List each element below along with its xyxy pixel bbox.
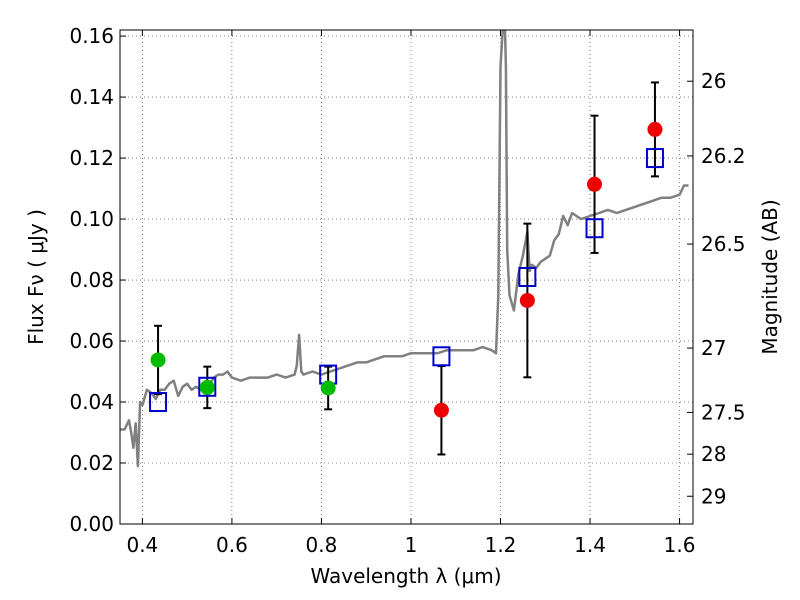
y-axis-label: Flux Fν ( μJy ) (24, 209, 48, 345)
y-tick-label: 0.04 (69, 390, 114, 414)
right-tick-label: 28 (701, 442, 726, 466)
x-tick-label: 0.6 (216, 533, 248, 557)
right-axis-label: Magnitude (AB) (758, 199, 782, 354)
x-tick-label: 0.4 (126, 533, 158, 557)
y-tick-label: 0.16 (69, 24, 114, 48)
y-tick-label: 0.02 (69, 451, 114, 475)
model-point (432, 346, 451, 367)
y-tick-label: 0.12 (69, 146, 114, 170)
right-tick-label: 27 (701, 336, 726, 360)
model-point (645, 148, 664, 169)
y-tick-label: 0.14 (69, 85, 114, 109)
y-tick-label: 0.10 (69, 207, 114, 231)
model-point (518, 267, 537, 287)
y-tick-label: 0.06 (69, 329, 114, 353)
observed-point (150, 352, 166, 368)
data-layer (120, 30, 689, 468)
observed-point (433, 402, 449, 418)
x-tick-label: 1 (405, 533, 418, 557)
x-axis-label: Wavelength λ (μm) (310, 564, 501, 588)
right-tick-label: 26.2 (701, 144, 746, 168)
plot-frame (119, 29, 694, 525)
plot-background (120, 30, 693, 524)
x-tick-label: 1.2 (485, 533, 517, 557)
observed-point (519, 292, 535, 308)
right-tick-label: 27.5 (701, 400, 746, 424)
model-point (585, 218, 604, 239)
y-tick-label: 0.08 (69, 268, 114, 292)
x-tick-label: 1.6 (664, 533, 696, 557)
observed-point (199, 379, 215, 395)
model-point (149, 392, 168, 413)
x-tick-label: 0.8 (306, 533, 338, 557)
ticks: 0.4 0.6 0.8 1 1.2 1.4 1.6 0.00 0.02 0.04 0.06 0.08 0… (69, 24, 745, 557)
observed-point (587, 176, 603, 192)
y-tick-label: 0.00 (69, 512, 114, 536)
model-point (198, 376, 217, 397)
right-tick-label: 26.5 (701, 232, 746, 256)
right-tick-label: 26 (701, 69, 726, 93)
model-spectrum-line (120, 30, 689, 468)
right-tick-label: 29 (701, 484, 726, 508)
observed-point (320, 380, 336, 396)
x-tick-label: 1.4 (574, 533, 606, 557)
observed-point (647, 121, 663, 137)
